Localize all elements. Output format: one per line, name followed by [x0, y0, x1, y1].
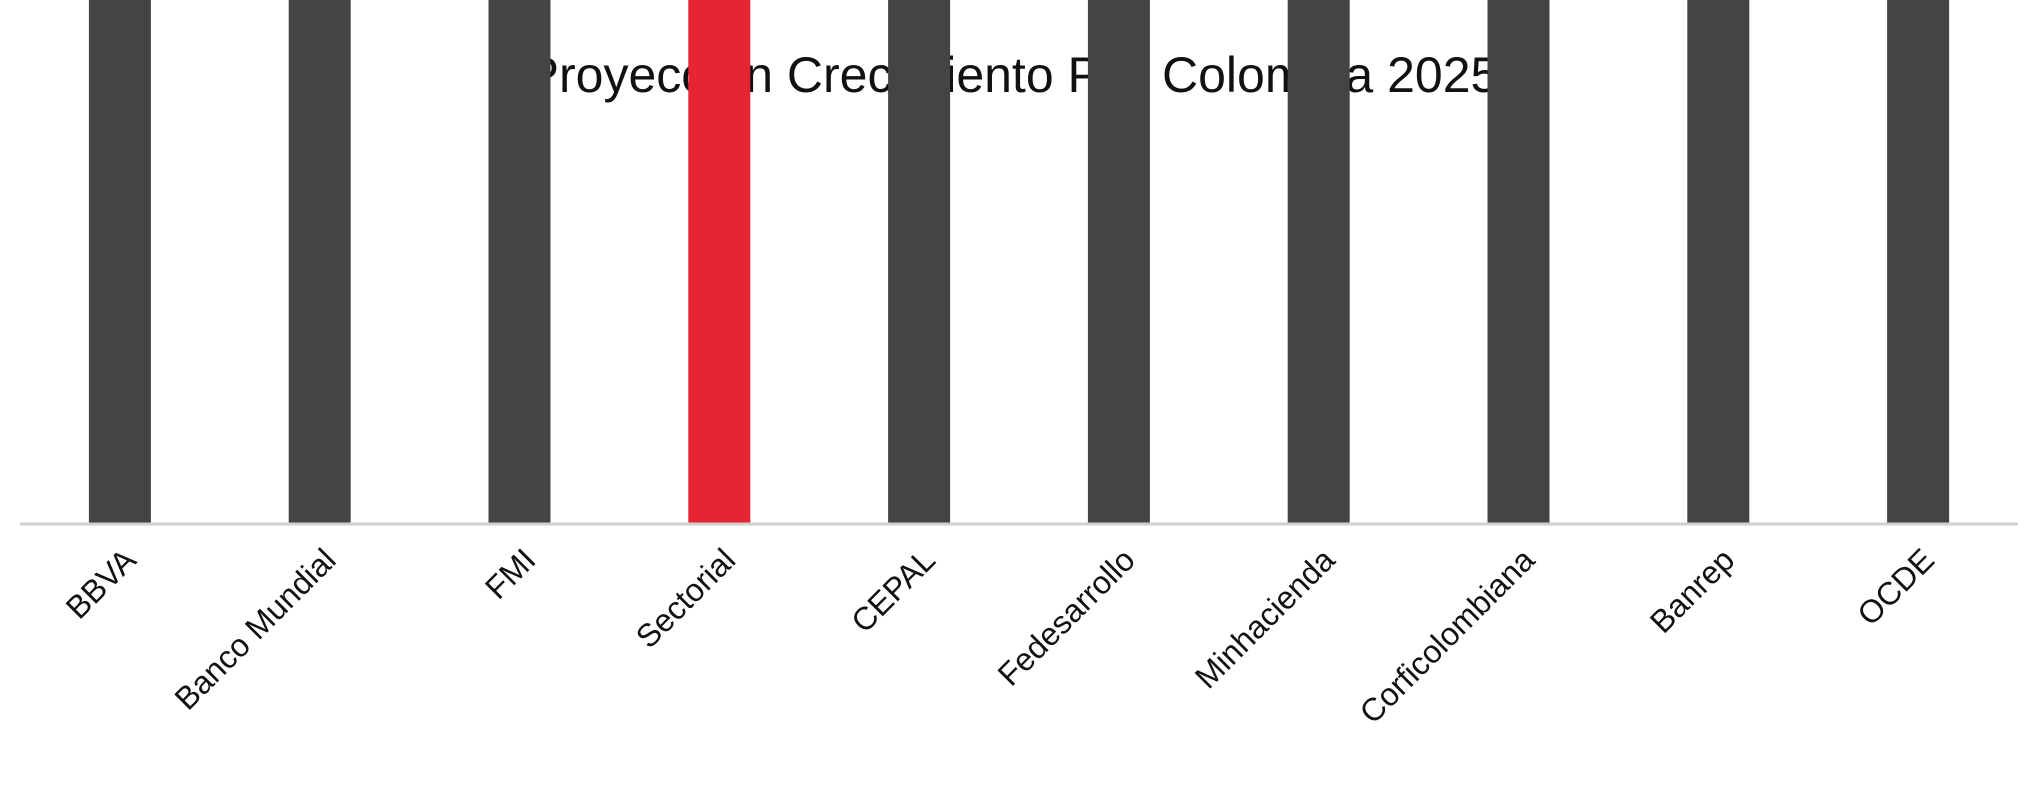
category-label-cepal: CEPAL — [844, 541, 942, 639]
bar-bbva — [88, 0, 151, 524]
category-label-corficolombiana: Corficolombiana — [1352, 541, 1541, 730]
bar-minhacienda — [1287, 0, 1350, 524]
category-label-banrep: Banrep — [1643, 541, 1741, 639]
bar-corficolombiana — [1487, 0, 1550, 524]
category-label-minhacienda: Minhacienda — [1188, 541, 1342, 695]
bar-banrep — [1687, 0, 1750, 524]
chart-title: Proyección Crecimiento PIB Colombia 2025 — [526, 47, 1499, 103]
category-labels-group: BBVA Banco Mundial FMI Sectorial CEPAL Fedesa… — [59, 541, 1941, 730]
category-label-sectorial: Sectorial — [629, 541, 742, 654]
category-label-bbva: BBVA — [59, 541, 144, 626]
bar-banco-mundial — [288, 0, 351, 524]
bars-group — [88, 0, 1950, 524]
bar-sectorial — [688, 0, 751, 524]
bar-fmi — [488, 0, 551, 524]
category-label-fmi: FMI — [478, 541, 542, 605]
category-label-fedesarrollo: Fedesarrollo — [991, 541, 1142, 692]
category-label-banco-mundial: Banco Mundial — [168, 541, 343, 716]
bar-fedesarrollo — [1087, 0, 1150, 524]
category-label-ocde: OCDE — [1850, 541, 1941, 632]
bar-ocde — [1887, 0, 1950, 524]
bar-cepal — [888, 0, 951, 524]
